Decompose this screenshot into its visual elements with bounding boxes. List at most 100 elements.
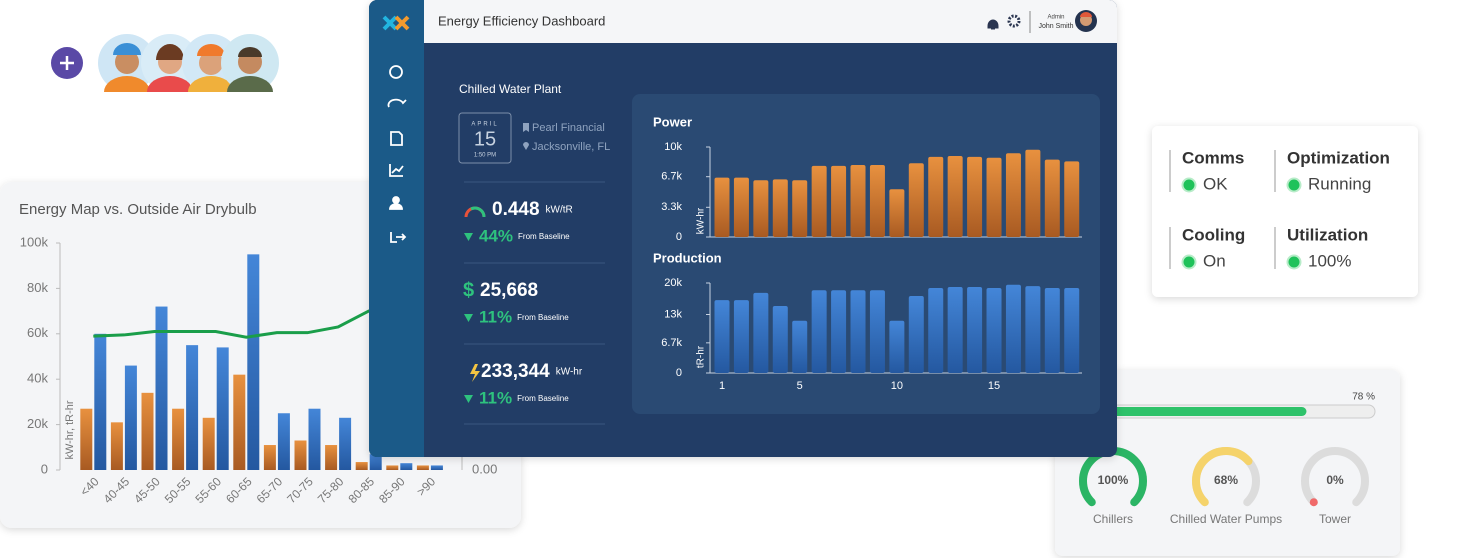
bar <box>277 413 290 470</box>
gauge-name: Chilled Water Pumps <box>1170 512 1282 526</box>
nav-equipment-icon[interactable] <box>387 98 407 108</box>
energy-icon <box>470 364 480 382</box>
metric-note: From Baseline <box>517 394 569 403</box>
bar <box>339 417 352 470</box>
bar <box>928 287 944 373</box>
date-box <box>458 112 512 164</box>
bar <box>967 287 983 373</box>
nav-user-icon[interactable] <box>389 196 403 210</box>
y-tick-label: 60k <box>27 325 48 340</box>
metric-value: 25,668 <box>480 280 538 301</box>
bar <box>889 320 905 373</box>
y-tick-label: 10k <box>664 141 682 153</box>
down-arrow <box>464 395 473 403</box>
user-name: John Smith <box>1038 23 1073 30</box>
plus-icon <box>60 56 74 70</box>
company: Pearl Financial <box>532 122 605 134</box>
bar <box>831 165 847 237</box>
bar <box>753 180 769 237</box>
chart-panel <box>632 94 1100 414</box>
metric-note: From Baseline <box>518 232 570 241</box>
metric-note: From Baseline <box>517 313 569 322</box>
bell-icon[interactable] <box>987 19 999 30</box>
bar <box>186 345 199 470</box>
nav-dashboard-icon[interactable] <box>389 65 403 79</box>
y-tick-label: 0 <box>676 231 682 243</box>
bar <box>1025 286 1041 373</box>
metric-symbol: $ <box>463 279 474 301</box>
bar <box>733 177 749 237</box>
status-label: Optimization <box>1287 148 1390 167</box>
user-role: Admin <box>1047 15 1064 21</box>
bar <box>1044 159 1060 237</box>
status-dot <box>1181 177 1197 193</box>
dashboard-title: Energy Efficiency Dashboard <box>438 13 605 28</box>
location: Jacksonville, FL <box>532 141 610 153</box>
gauge-value: 100% <box>1098 473 1129 487</box>
chart-title: Power <box>653 114 692 129</box>
nav-trends-icon[interactable] <box>389 164 404 177</box>
building-icon <box>523 123 529 132</box>
bar <box>811 165 827 237</box>
nav-reports-icon[interactable] <box>390 131 403 146</box>
bar <box>986 157 1002 237</box>
metric-change: 11% <box>479 388 512 407</box>
date-month: APRIL <box>471 122 498 128</box>
metric-unit: kW/tR <box>546 205 573 216</box>
sidebar <box>369 0 424 457</box>
bar <box>233 374 246 470</box>
status-value: On <box>1203 251 1226 270</box>
x-tick-label: 5 <box>797 380 803 392</box>
bar <box>202 417 215 470</box>
y-axis-label: kW-hr, tR-hr <box>64 400 76 459</box>
metric-unit: kW-hr <box>556 367 583 378</box>
settings-icon[interactable] <box>1007 14 1021 28</box>
bar <box>124 365 137 470</box>
plant-name: Chilled Water Plant <box>459 82 562 96</box>
gauge-name: Chillers <box>1093 512 1133 526</box>
metric-value: 233,344 <box>481 361 550 382</box>
status-dot <box>1181 254 1197 270</box>
bar <box>80 408 93 470</box>
bar <box>94 333 107 470</box>
gauge-name: Tower <box>1319 512 1351 526</box>
team-strip <box>51 34 279 92</box>
x-tick-label: 10 <box>891 380 903 392</box>
bar <box>986 287 1002 373</box>
chart-title: Energy Map vs. Outside Air Drybulb <box>19 201 257 218</box>
bar <box>908 163 924 237</box>
bar <box>216 347 229 470</box>
logo <box>382 15 410 31</box>
utilization-card: 78 % 100% Chillers 68% Chilled Water Pumps 0%… <box>1055 370 1400 556</box>
down-arrow <box>464 314 473 322</box>
status-card: Comms OK Optimization Running Cooling On Utili… <box>1152 126 1418 297</box>
user-avatar[interactable] <box>1075 10 1097 32</box>
metric-value: 0.448 <box>492 199 540 220</box>
status-label: Utilization <box>1287 225 1368 244</box>
bar <box>714 300 730 373</box>
progress-fill <box>1067 407 1307 416</box>
status-value: 100% <box>1308 251 1351 270</box>
gauge-value: 68% <box>1214 473 1238 487</box>
chart-title: Production <box>653 250 722 265</box>
gauge-arc <box>1309 498 1318 507</box>
gauge-track <box>1301 447 1369 507</box>
bar <box>263 445 276 470</box>
avatar <box>98 34 156 92</box>
progress-label: 78 % <box>1352 392 1375 403</box>
y-tick-label: 0 <box>676 367 682 379</box>
pin-icon <box>523 142 529 150</box>
header <box>424 0 1117 43</box>
bar <box>792 320 808 373</box>
dashboard-window: Energy Efficiency Dashboard Admin John Smi… <box>369 0 1117 457</box>
bar <box>889 189 905 237</box>
status-label: Comms <box>1182 148 1244 167</box>
status-dot <box>1286 254 1302 270</box>
nav-logout-icon[interactable] <box>390 232 407 243</box>
bar <box>400 463 413 470</box>
bar <box>869 165 885 237</box>
date-day: 15 <box>474 128 496 150</box>
status-dot <box>1286 177 1302 193</box>
